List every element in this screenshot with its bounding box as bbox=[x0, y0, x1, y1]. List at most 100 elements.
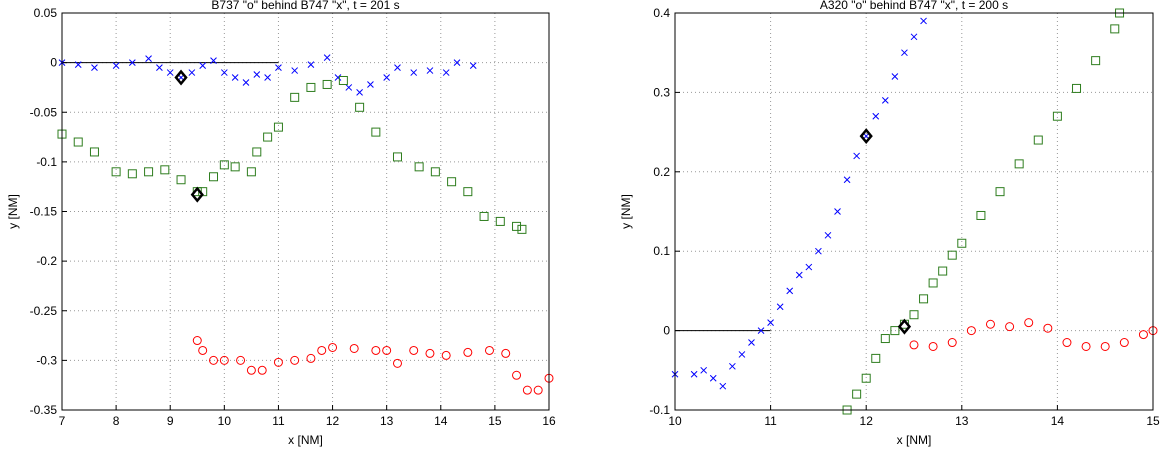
axes-background bbox=[675, 13, 1153, 410]
y-tick-label: -0.15 bbox=[30, 205, 58, 219]
x-marker bbox=[910, 33, 918, 41]
circle-marker bbox=[1081, 341, 1091, 351]
x-tick-label: 9 bbox=[167, 414, 174, 428]
circle-marker bbox=[1119, 338, 1129, 348]
x-marker bbox=[345, 84, 353, 91]
square-marker bbox=[1110, 24, 1120, 34]
x-marker bbox=[709, 374, 717, 382]
diamond-marker bbox=[897, 318, 912, 335]
series-group bbox=[671, 8, 1158, 415]
circle-marker bbox=[349, 343, 359, 353]
series-group bbox=[57, 54, 554, 395]
x-marker bbox=[795, 271, 803, 279]
x-marker bbox=[145, 55, 152, 63]
circle-marker bbox=[1138, 330, 1148, 340]
circle-marker bbox=[409, 345, 419, 355]
x-marker bbox=[442, 69, 450, 76]
square-marker bbox=[306, 82, 316, 92]
circle-marker bbox=[425, 348, 435, 358]
square-marker bbox=[1014, 159, 1024, 169]
subplot: 10 11 12 13 14 15 -0.1 0 0.1 0.2 0.3 0.4 A320 "o" be… bbox=[619, 0, 1160, 447]
square-marker bbox=[512, 221, 522, 231]
square-marker bbox=[495, 216, 505, 226]
x-tick-label: 16 bbox=[542, 414, 556, 428]
x-marker bbox=[901, 49, 908, 57]
square-marker bbox=[447, 177, 457, 187]
x-tick-label: 10 bbox=[218, 414, 232, 428]
circle-marker bbox=[928, 341, 938, 351]
circle-marker bbox=[909, 340, 919, 350]
y-tick-label: 0 bbox=[663, 324, 670, 338]
x-marker bbox=[757, 327, 765, 334]
x-marker bbox=[128, 59, 136, 66]
square-marker bbox=[392, 152, 402, 162]
x-tick-label: 13 bbox=[955, 414, 969, 428]
x-marker bbox=[843, 176, 851, 184]
circle-marker bbox=[246, 365, 256, 375]
square-marker bbox=[246, 167, 256, 177]
x-tick-label: 15 bbox=[488, 414, 502, 428]
y-tick-label: -0.1 bbox=[649, 403, 670, 417]
circle-marker bbox=[441, 350, 451, 360]
circle-marker bbox=[328, 342, 338, 352]
x-tick-label: 14 bbox=[434, 414, 448, 428]
circle-marker bbox=[198, 345, 208, 355]
y-axis-label: y [NM] bbox=[619, 194, 633, 229]
square-marker bbox=[252, 147, 262, 157]
chart-title: A320 "o" behind B747 "x", t = 200 s bbox=[820, 0, 1008, 12]
square-marker bbox=[463, 187, 473, 197]
square-marker bbox=[430, 167, 440, 177]
square-marker bbox=[852, 389, 862, 399]
circle-marker bbox=[484, 345, 494, 355]
chart-title: B737 "o" behind B747 "x", t = 201 s bbox=[211, 0, 399, 12]
x-marker bbox=[91, 64, 98, 71]
circle-marker bbox=[382, 345, 392, 355]
circle-marker bbox=[522, 385, 532, 395]
x-marker bbox=[690, 370, 698, 378]
square-marker bbox=[176, 175, 186, 185]
x-marker bbox=[199, 62, 207, 69]
y-tick-label: -0.3 bbox=[36, 353, 57, 367]
x-marker bbox=[786, 287, 794, 295]
x-marker bbox=[275, 64, 282, 71]
square-marker bbox=[995, 187, 1005, 197]
x-marker bbox=[253, 71, 261, 78]
x-marker bbox=[815, 247, 822, 255]
square-marker bbox=[160, 165, 170, 175]
x-tick-label: 11 bbox=[272, 414, 285, 428]
x-marker bbox=[220, 69, 228, 76]
diamond-marker bbox=[859, 128, 873, 145]
square-marker bbox=[957, 238, 967, 248]
subplot: 7 8 9 10 11 12 13 14 15 16 -0.35 -0.3 -0.25 -0.2 -0.15… bbox=[6, 0, 556, 447]
circle-marker bbox=[533, 385, 543, 395]
square-marker bbox=[861, 373, 871, 383]
x-marker bbox=[920, 17, 927, 25]
x-marker bbox=[748, 339, 755, 346]
x-marker bbox=[453, 59, 461, 66]
x-marker bbox=[231, 74, 239, 81]
x-marker bbox=[394, 64, 401, 71]
square-marker bbox=[1052, 111, 1062, 121]
x-axis-label: x [NM] bbox=[897, 433, 932, 447]
square-marker bbox=[73, 137, 83, 147]
x-marker bbox=[881, 96, 889, 104]
x-marker bbox=[853, 152, 860, 160]
square-marker bbox=[479, 211, 489, 221]
diamond-marker bbox=[174, 69, 188, 86]
x-marker bbox=[188, 69, 196, 76]
circle-marker bbox=[501, 348, 511, 358]
square-marker bbox=[127, 169, 137, 179]
square-marker bbox=[209, 172, 219, 182]
x-marker bbox=[291, 67, 299, 74]
x-marker bbox=[738, 351, 746, 358]
square-marker bbox=[414, 162, 424, 172]
circle-marker bbox=[257, 365, 267, 375]
square-marker bbox=[263, 132, 273, 142]
x-marker bbox=[242, 79, 250, 86]
square-marker bbox=[928, 278, 938, 288]
y-tick-label: -0.2 bbox=[36, 254, 57, 268]
square-marker bbox=[938, 266, 948, 276]
x-tick-label: 7 bbox=[59, 414, 66, 428]
x-marker bbox=[166, 69, 174, 76]
